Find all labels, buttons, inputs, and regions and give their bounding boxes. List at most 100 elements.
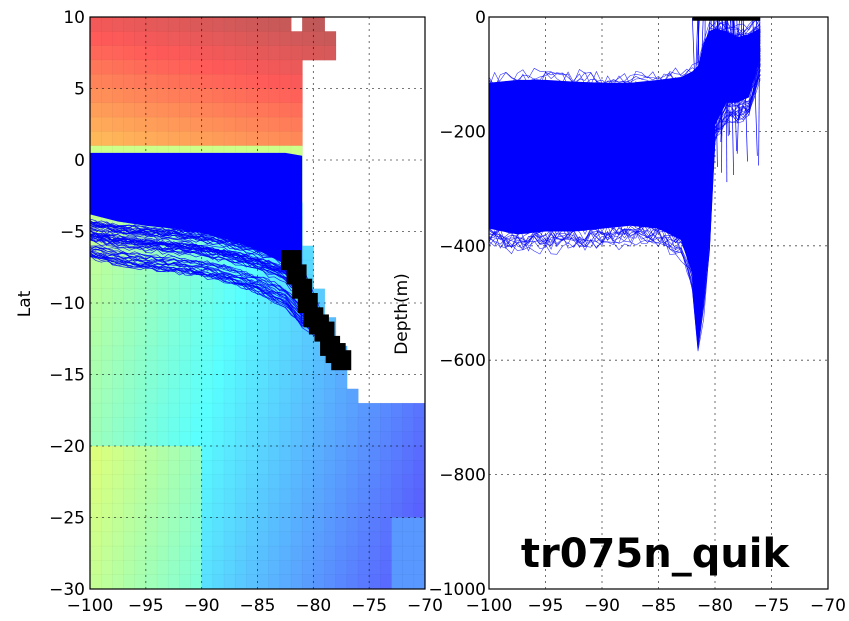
heatmap-cell (167, 131, 180, 147)
heatmap-cell (100, 45, 113, 61)
heatmap-cell (156, 116, 169, 133)
heatmap-cell (212, 302, 225, 318)
heatmap-cell (100, 116, 113, 133)
heatmap-cell (268, 17, 281, 32)
heatmap-cell (335, 474, 348, 490)
heatmap-cell (90, 502, 102, 519)
heatmap-cell (100, 73, 113, 90)
heatmap-cell (100, 59, 113, 75)
heatmap-cell (156, 345, 169, 361)
heatmap-cell (234, 545, 247, 562)
heatmap-cell (201, 73, 214, 90)
heatmap-cell (90, 545, 102, 562)
heatmap-cell (257, 116, 270, 133)
heatmap-cell (90, 59, 102, 75)
heatmap-cell (313, 374, 326, 390)
release-points (281, 250, 352, 371)
heatmap-cell (268, 560, 281, 576)
heatmap-cell (223, 73, 236, 90)
heatmap-cell (145, 488, 158, 504)
heatmap-cell (134, 388, 147, 404)
heatmap-cell (167, 359, 180, 376)
particle-track (90, 246, 303, 313)
heatmap-cell (100, 345, 113, 361)
heatmap-cell (145, 331, 158, 347)
heatmap-cell (223, 59, 236, 75)
heatmap-cell (134, 31, 147, 47)
heatmap-cell (279, 574, 292, 589)
heatmap-cell (279, 488, 292, 504)
depth-profile-panel: −100 −95 −90 −85 −80 −75 −70 −1000 −800 −600 −400… (392, 8, 846, 616)
depth-trajectory (489, 39, 761, 177)
heatmap-cell (257, 388, 270, 404)
heatmap-cell (190, 45, 203, 61)
heatmap-cell (212, 73, 225, 90)
heatmap-cell (346, 574, 359, 589)
heatmap-cell (190, 460, 203, 476)
heatmap-cell (246, 402, 259, 419)
heatmap-cell (167, 502, 180, 519)
heatmap-cell (134, 317, 147, 333)
heatmap-cell (100, 331, 113, 347)
heatmap-cell (145, 302, 158, 318)
heatmap-cell (123, 502, 136, 519)
heatmap-cell (290, 131, 303, 147)
heatmap-cell (290, 45, 303, 61)
heatmap-cell (112, 531, 125, 547)
heatmap-cell (324, 417, 337, 433)
heatmap-cell (279, 445, 292, 461)
heatmap-cell (179, 502, 192, 519)
particle-track (90, 220, 320, 325)
heatmap-cell (335, 460, 348, 476)
heatmap-cell (145, 345, 158, 361)
heatmap-cell (246, 431, 259, 447)
heatmap-cell (391, 560, 404, 576)
particle-track (90, 238, 314, 318)
heatmap-cell (402, 502, 415, 519)
heatmap-cell (257, 502, 270, 519)
heatmap-cell (402, 574, 415, 589)
heatmap-cell (100, 88, 113, 104)
heatmap-cell (90, 531, 102, 547)
heatmap-cell (201, 560, 214, 576)
map-y-tick-labels: −30 −25 −20 −15 −10 −5 0 5 10 (49, 8, 85, 600)
heatmap-cell (380, 488, 393, 504)
heatmap-cell (234, 517, 247, 533)
heatmap-cell (290, 388, 303, 404)
heatmap-cell (234, 59, 247, 75)
heatmap-cell (324, 560, 337, 576)
heatmap-cell (313, 445, 326, 461)
heatmap-cell (257, 445, 270, 461)
heatmap-cell (346, 417, 359, 433)
heatmap-cell (223, 431, 236, 447)
heatmap-cell (100, 359, 113, 376)
heatmap-cell (201, 102, 214, 118)
heatmap-cell (145, 460, 158, 476)
heatmap-cell (246, 460, 259, 476)
heatmap-cell (167, 116, 180, 133)
heatmap-cell (301, 359, 314, 376)
heatmap-cell (112, 102, 125, 118)
heatmap-cell (223, 502, 236, 519)
heatmap-cell (380, 560, 393, 576)
heatmap-cell (145, 359, 158, 376)
heatmap-cell (335, 502, 348, 519)
heatmap-cell (313, 402, 326, 419)
heatmap-cell (268, 431, 281, 447)
heatmap-cell (167, 274, 180, 290)
heatmap-cell (313, 431, 326, 447)
heatmap-cell (145, 431, 158, 447)
y-tick-label: 10 (63, 8, 85, 28)
heatmap-cell (246, 73, 259, 90)
heatmap-cell (112, 517, 125, 533)
heatmap-cell (357, 445, 370, 461)
heatmap-cell (268, 359, 281, 376)
depth-trajectory (489, 32, 761, 147)
heatmap-cell (123, 17, 136, 32)
depth-trajectory (489, 30, 761, 145)
heatmap-cell (335, 445, 348, 461)
y-tick-label: 5 (74, 80, 85, 100)
heatmap-cell (212, 488, 225, 504)
heatmap-cell (234, 431, 247, 447)
heatmap-cell (156, 517, 169, 533)
